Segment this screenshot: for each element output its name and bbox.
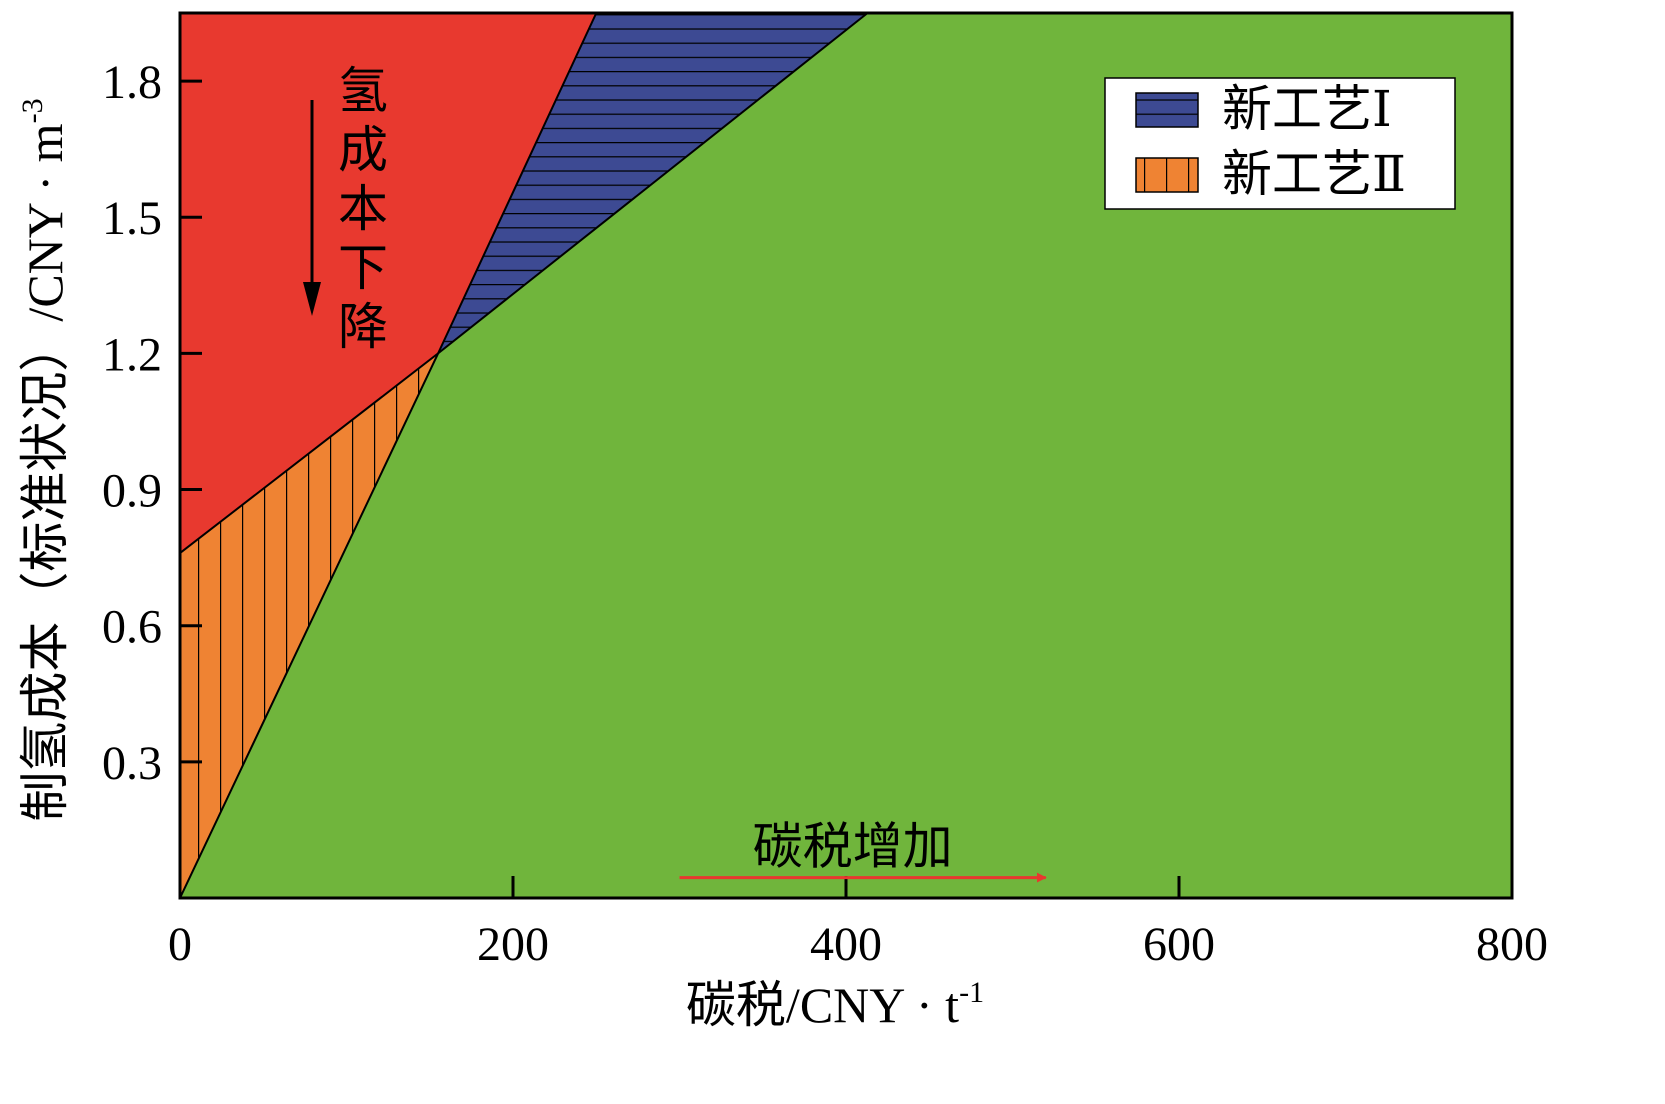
y-tick-label: 1.8 [102, 56, 162, 109]
y-tick-label: 1.2 [102, 328, 162, 381]
annotation-char-3: 本 [338, 181, 388, 237]
legend: 新工艺Ⅰ 新工艺Ⅱ [1104, 77, 1456, 210]
annotation-char-4: 下 [338, 240, 388, 296]
y-tick-label: 0.9 [102, 465, 162, 518]
y-tick-label: 0.3 [102, 737, 162, 790]
axis-ticks [178, 79, 1514, 898]
annotation-hydrogen-cost-decrease: 氢 成 本 下 降 [303, 63, 388, 355]
legend-swatch-hatch-II [1136, 158, 1198, 192]
y-tick-label: 0.6 [102, 601, 162, 654]
x-tick-label: 600 [1143, 918, 1215, 971]
x-axis-title: 碳税/CNY · t-1 [686, 976, 984, 1033]
legend-label-new-process-II: 新工艺Ⅱ [1222, 146, 1406, 202]
legend-swatch-hatch-I [1136, 93, 1198, 127]
down-arrow-icon [303, 282, 321, 316]
region-red-region [180, 13, 597, 554]
annotation-carbon-tax-text: 碳税增加 [753, 819, 953, 875]
boundary-red-boundary [179, 12, 598, 554]
annotation-carbon-tax-increase: 碳税增加 [679, 819, 1047, 883]
annotation-char-2: 成 [338, 122, 388, 178]
y-axis-title: 制氢成本（标准状况）/CNY · m-3 [16, 98, 73, 821]
region-boundaries [179, 12, 869, 899]
x-tick-label: 0 [168, 918, 192, 971]
y-tick-label: 1.5 [102, 192, 162, 245]
axis-tick-labels: 0 200 400 600 800 0.3 0.6 0.9 1.2 1.5 1.8 [102, 56, 1548, 971]
annotation-char-1: 氢 [338, 63, 388, 119]
legend-entry-new-process-II: 新工艺Ⅱ [1135, 146, 1406, 202]
x-tick-label: 400 [810, 918, 882, 971]
x-tick-label: 200 [477, 918, 549, 971]
legend-entry-new-process-I: 新工艺Ⅰ [1135, 81, 1392, 137]
legend-label-new-process-I: 新工艺Ⅰ [1222, 81, 1392, 137]
annotation-char-5: 降 [338, 299, 388, 355]
region-green-region [180, 13, 1512, 898]
x-tick-label: 800 [1476, 918, 1548, 971]
